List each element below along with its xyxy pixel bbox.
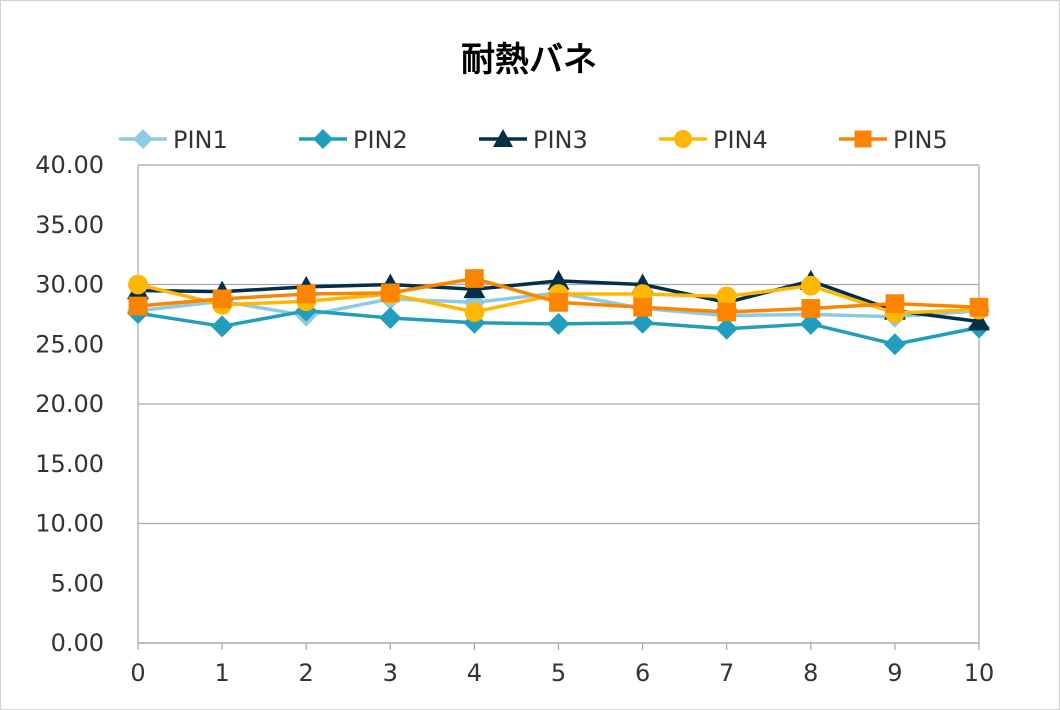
data-point-pin4: [128, 274, 148, 295]
data-point-pin5: [969, 297, 989, 317]
x-tick-label: 4: [467, 659, 482, 687]
data-point-pin3: [463, 278, 486, 299]
chart-title: 耐熱バネ: [461, 40, 597, 80]
legend-marker: [854, 130, 872, 148]
data-point-pin2: [799, 312, 822, 335]
data-point-pin4: [464, 302, 485, 322]
x-tick-label: 10: [964, 659, 995, 687]
legend-label: PIN1: [173, 126, 228, 154]
legend-item-pin2: PIN2: [299, 126, 408, 154]
series-pin5: [128, 269, 989, 322]
x-tick-label: 7: [719, 659, 734, 687]
legend-marker: [493, 129, 513, 147]
data-point-pin2: [715, 317, 738, 340]
legend-marker: [313, 129, 333, 149]
data-point-pin5: [801, 299, 821, 318]
data-point-pin2: [883, 333, 906, 356]
data-point-pin5: [633, 297, 652, 317]
x-tick-label: 5: [551, 659, 566, 687]
data-point-pin4: [800, 275, 821, 296]
x-tick-label: 9: [887, 659, 902, 687]
x-tick-label: 3: [383, 659, 398, 687]
data-point-pin5: [885, 294, 905, 313]
data-point-pin2: [547, 312, 570, 335]
x-tick-label: 6: [635, 659, 650, 687]
y-tick-label: 20.00: [35, 390, 104, 418]
y-tick-label: 15.00: [35, 450, 104, 478]
legend-item-pin4: PIN4: [659, 126, 768, 154]
data-point-pin5: [717, 302, 737, 322]
data-point-pin5: [212, 289, 232, 309]
x-tick-label: 0: [130, 659, 145, 687]
y-tick-label: 30.00: [35, 271, 104, 299]
data-point-pin2: [211, 315, 234, 338]
data-point-pin3: [968, 310, 990, 331]
legend-label: PIN5: [893, 126, 948, 154]
data-point-pin5: [128, 296, 148, 316]
y-tick-label: 10.00: [35, 510, 104, 538]
gridlines: [138, 164, 979, 644]
data-point-pin4: [716, 286, 737, 307]
y-tick-label: 5.00: [51, 569, 104, 597]
data-point-pin2: [631, 311, 654, 334]
x-tick-label: 8: [803, 659, 818, 687]
legend-label: PIN4: [713, 126, 768, 154]
data-point-pin5: [380, 283, 400, 303]
x-tick-label: 1: [214, 659, 229, 687]
data-point-pin5: [296, 284, 316, 304]
x-tick-label: 2: [299, 659, 314, 687]
legend-item-pin5: PIN5: [839, 126, 948, 154]
legend-item-pin3: PIN3: [479, 126, 588, 154]
legend-label: PIN2: [353, 126, 408, 154]
x-axis-ticks: 0 1 2 3 4 5 6 7 8 9 10: [130, 643, 994, 687]
y-tick-label: 40.00: [35, 151, 104, 179]
y-tick-label: 35.00: [35, 211, 104, 239]
data-point-pin5: [549, 293, 568, 312]
legend: PIN1 PIN2 PIN3 PIN4 PIN5: [119, 126, 948, 154]
series-group: [127, 269, 990, 356]
y-tick-label: 0.00: [51, 629, 104, 657]
legend-item-pin1: PIN1: [119, 126, 228, 154]
data-point-pin2: [379, 306, 402, 329]
y-axis-ticks: 0.00 5.00 10.00 15.00 20.00 25.00 30.00 35.00 40…: [35, 151, 104, 657]
legend-marker: [133, 129, 153, 149]
y-tick-label: 25.00: [35, 330, 104, 358]
data-point-pin3: [547, 269, 570, 290]
legend-label: PIN3: [533, 126, 588, 154]
legend-marker: [674, 130, 692, 148]
data-point-pin5: [465, 269, 484, 288]
